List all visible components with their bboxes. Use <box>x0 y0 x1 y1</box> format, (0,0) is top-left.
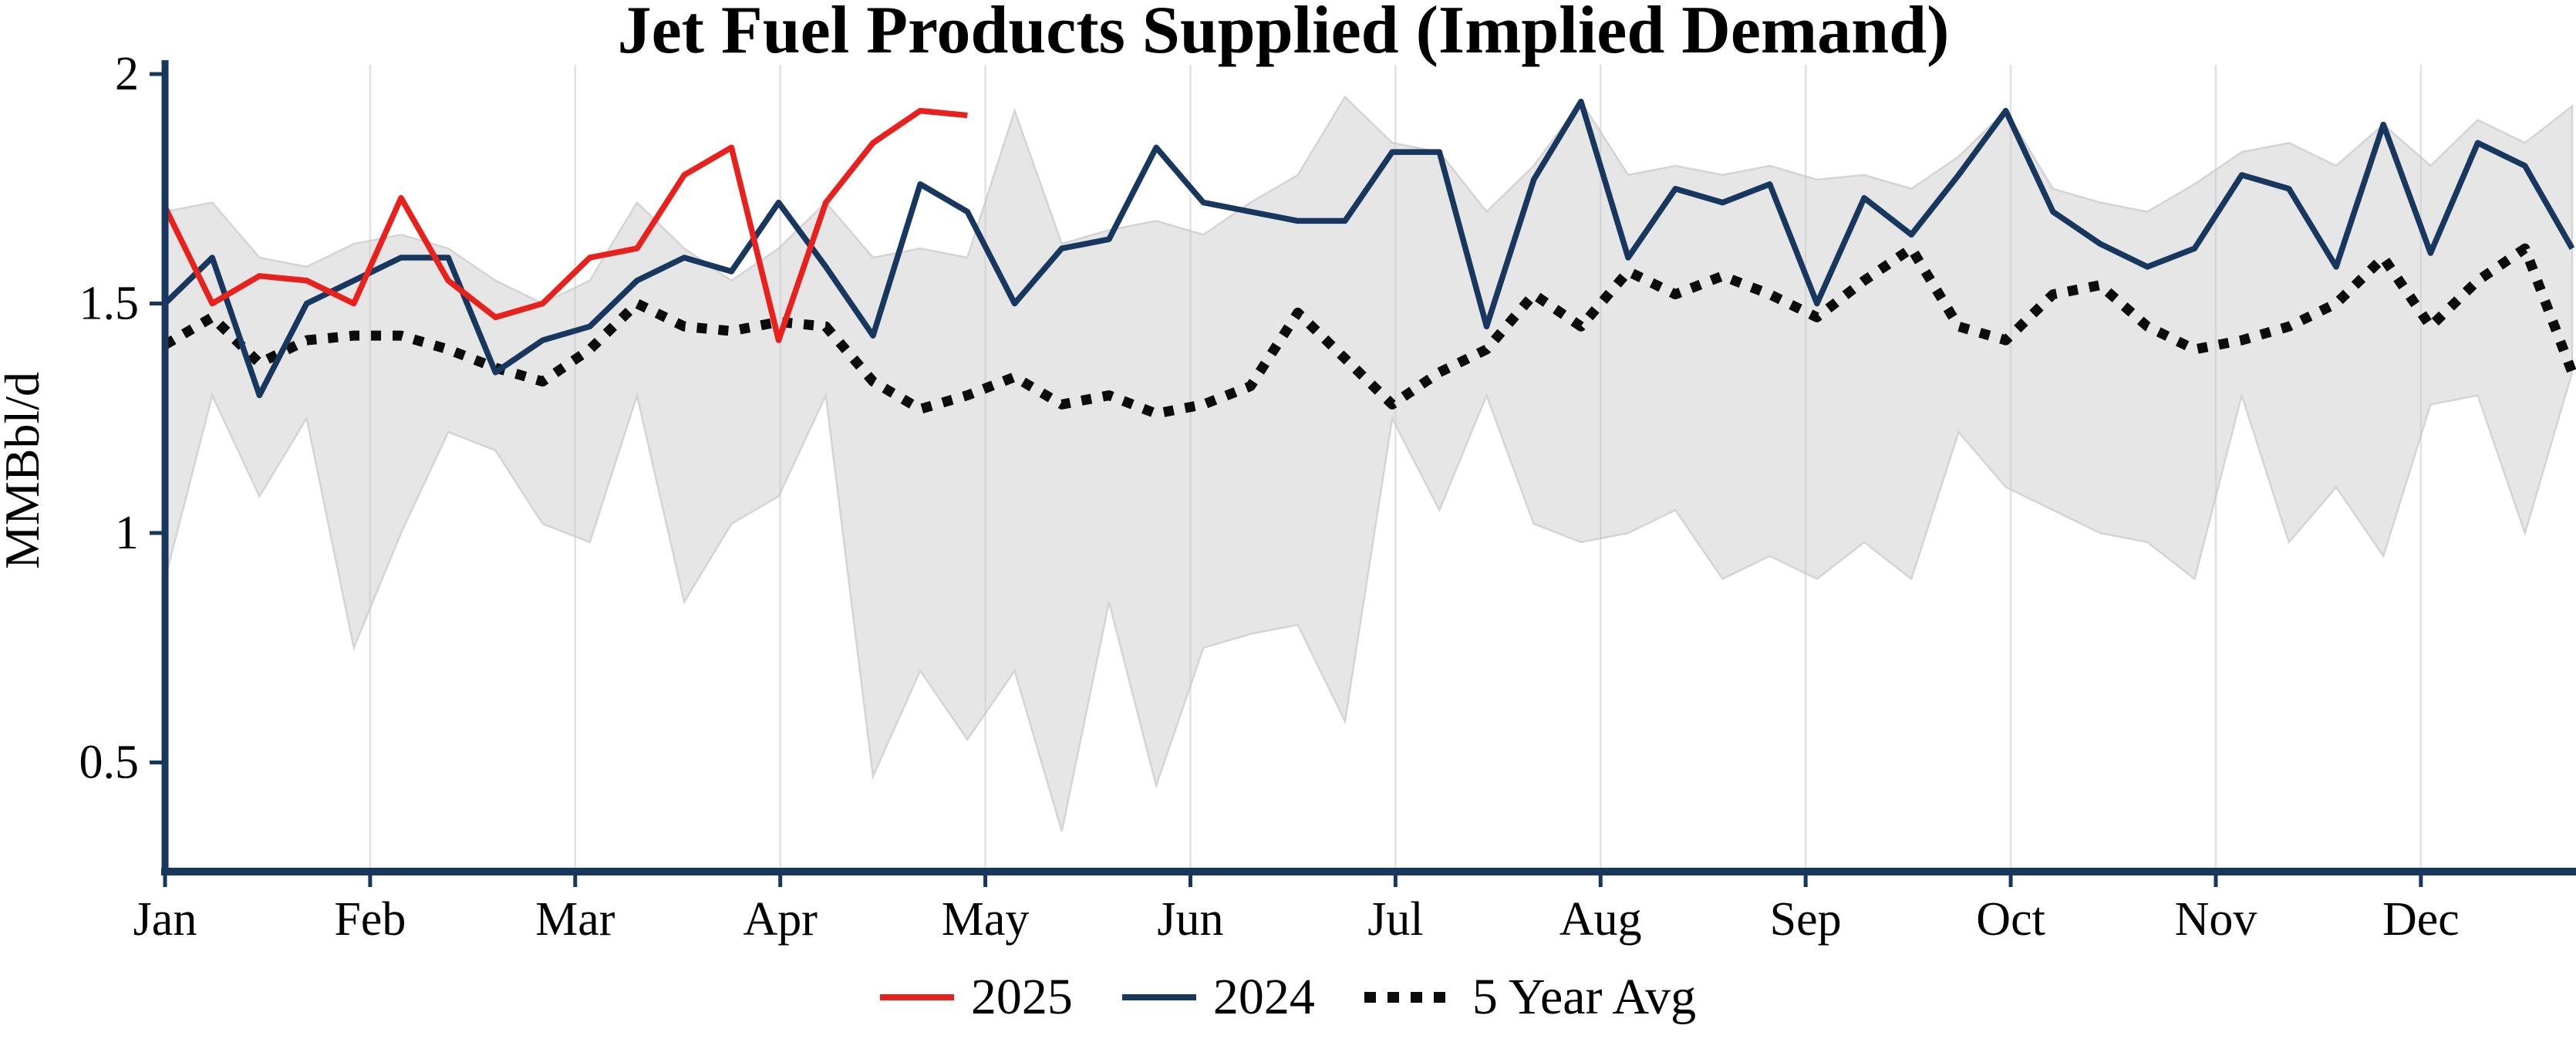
series-lines-layer <box>162 98 2576 419</box>
legend-label-2024: 2024 <box>1212 969 1315 1025</box>
range-band <box>164 95 2574 832</box>
legend-item-5yr-avg: 5 Year Avg <box>1364 968 1696 1027</box>
range-band-layer <box>164 95 2574 832</box>
x-tick-label: Mar <box>535 893 615 946</box>
legend-label-5yr-avg: 5 Year Avg <box>1472 969 1697 1025</box>
y-tick-label: 1.5 <box>79 278 140 330</box>
series-line-2024 <box>163 98 2575 399</box>
x-tick-label: Dec <box>2382 893 2460 946</box>
series-line-2025 <box>162 107 968 343</box>
x-tick-label: Oct <box>1976 893 2045 946</box>
legend-item-2025: 2025 <box>879 968 1073 1027</box>
x-tick-label: May <box>942 893 1030 946</box>
legend-line-2025-icon <box>879 994 954 1000</box>
x-tick-label: Apr <box>743 893 818 946</box>
x-tick-label: Jun <box>1157 893 1223 946</box>
y-tick-label: 1 <box>115 507 139 559</box>
legend-line-2024-icon <box>1121 994 1196 1000</box>
x-tick-label: Sep <box>1770 893 1842 946</box>
legend-item-2024: 2024 <box>1121 968 1315 1027</box>
chart-title: Jet Fuel Products Supplied (Implied Dema… <box>618 0 1950 68</box>
legend: 2025 2024 5 Year Avg <box>0 963 2576 1032</box>
y-tick-label: 2 <box>115 48 139 100</box>
x-tick-label: Jan <box>133 893 197 946</box>
x-tick-label: Aug <box>1559 893 1642 946</box>
x-tick-label: Nov <box>2175 893 2257 946</box>
y-tick-label: 0.5 <box>79 737 140 789</box>
y-axis-label: MMBbl/d <box>0 372 49 569</box>
gridlines-layer <box>164 65 2423 872</box>
legend-label-2025: 2025 <box>970 969 1073 1025</box>
x-tick-label: Jul <box>1367 893 1423 946</box>
x-tick-label: Feb <box>334 893 406 946</box>
legend-line-5yr-avg-icon <box>1364 992 1455 1003</box>
axes-layer <box>150 60 2576 887</box>
tick-labels-layer: 2 1.5 1 0.5 Jan Feb Mar Apr May Jun Jul Aug Sep Oct No… <box>79 48 2460 946</box>
